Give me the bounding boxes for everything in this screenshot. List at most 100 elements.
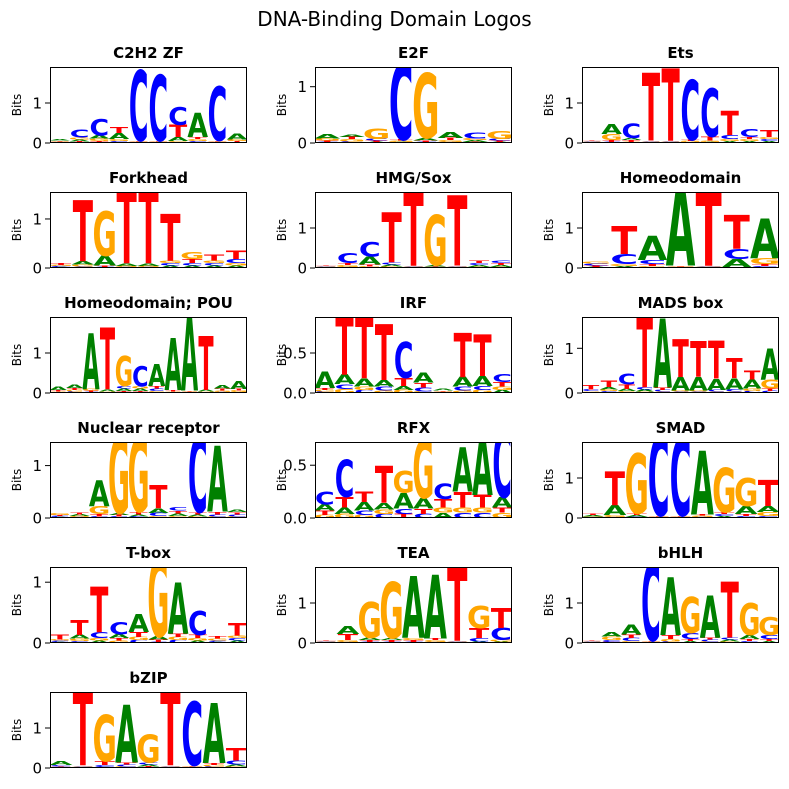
logo-letter-c: C xyxy=(473,511,493,519)
logo-letter-c: C xyxy=(618,370,636,388)
logo-letter-t: T xyxy=(335,299,353,394)
y-tick-label: 0.0 xyxy=(283,385,307,403)
logo-letter-a: A xyxy=(424,558,447,660)
logo-letter-a: A xyxy=(599,387,619,391)
panel-title: Ets xyxy=(667,44,693,62)
logo-letter-t: T xyxy=(169,633,187,638)
y-tick-label: 1 xyxy=(297,595,307,613)
logo-letter-a: A xyxy=(165,325,182,407)
logo-letter-c: C xyxy=(50,516,70,518)
y-tick-label: 0.0 xyxy=(283,510,307,528)
logo-letter-t: T xyxy=(439,137,463,141)
logo-letter-g: G xyxy=(49,639,71,641)
logo-letter-a: A xyxy=(336,624,360,637)
logo-letter-a: A xyxy=(680,641,701,644)
logo-letter-a: A xyxy=(492,389,513,394)
logo-letter-c: C xyxy=(227,638,247,642)
panel-title: Forkhead xyxy=(109,169,188,187)
logo-letter-g: G xyxy=(393,389,415,394)
logo-letter-g: G xyxy=(393,466,415,500)
logo-letter-g: G xyxy=(423,203,447,282)
logo-letter-c: C xyxy=(340,141,365,144)
logo-letter-g: G xyxy=(180,391,198,392)
logo-letter-c: C xyxy=(582,641,602,642)
logo-letter-t: T xyxy=(681,639,699,642)
logo-letter-t: T xyxy=(701,135,720,142)
y-axis-label: Bits xyxy=(10,469,24,492)
logo-letter-a: A xyxy=(761,341,780,390)
logo-letter-c: C xyxy=(89,115,109,141)
logo-letter-a: A xyxy=(197,389,215,392)
logo-letter-t: T xyxy=(740,639,758,642)
logo-letter-a: A xyxy=(581,515,605,517)
logo-letter-c: C xyxy=(759,634,779,641)
logo-letter-g: G xyxy=(314,265,338,266)
logo-letter-t: T xyxy=(231,389,246,392)
logo-letter-c: C xyxy=(453,511,473,519)
logo-letter-a: A xyxy=(115,690,138,783)
logo-letter-g: G xyxy=(379,266,403,269)
logo-letter-t: T xyxy=(601,379,618,389)
logo-letter-a: A xyxy=(490,641,514,644)
logo-letter-g: G xyxy=(620,641,642,644)
logo-letter-a: A xyxy=(334,372,356,388)
logo-letter-c: C xyxy=(636,387,654,391)
panel-title: MADS box xyxy=(638,294,724,312)
panel-title: SMAD xyxy=(656,419,706,437)
logo-letter-t: T xyxy=(708,330,725,392)
logo-letter-t: T xyxy=(491,263,512,266)
logo-letter-t: T xyxy=(627,513,648,516)
y-tick-label: 0 xyxy=(32,635,42,653)
logo-letter-c: C xyxy=(159,766,181,767)
logo-letter-c: C xyxy=(109,141,129,144)
logo-letter-g: G xyxy=(712,457,736,527)
logo-letter-c: C xyxy=(335,449,355,509)
y-tick-label: 0 xyxy=(297,260,307,278)
logo-letter-g: G xyxy=(213,390,231,392)
logo-letter-g: G xyxy=(164,391,182,392)
logo-letter-c: C xyxy=(181,262,203,266)
logo-letter-g: G xyxy=(734,471,758,516)
logo-letter-g: G xyxy=(617,391,637,394)
logo-letter-c: C xyxy=(337,251,359,266)
logo-letter-g: G xyxy=(401,638,425,641)
logo-letter-a: A xyxy=(99,389,117,392)
plot-frame xyxy=(582,67,779,143)
logo-letter-g: G xyxy=(461,138,488,141)
logo-letter-t: T xyxy=(583,640,601,641)
y-axis-label: Bits xyxy=(542,469,556,492)
logo-letter-c: C xyxy=(751,266,779,269)
logo-letter-g: G xyxy=(491,511,513,519)
logo-letter-c: C xyxy=(116,386,132,390)
logo-letter-g: G xyxy=(69,516,91,518)
plot-frame xyxy=(50,692,247,768)
logo-letter-c: C xyxy=(394,507,414,515)
y-tick-label: 1 xyxy=(564,595,574,613)
logo-letter-t: T xyxy=(198,321,213,408)
logo-letter-a: A xyxy=(69,514,90,516)
logo-letter-g: G xyxy=(128,420,150,536)
logo-letter-t: T xyxy=(130,140,148,141)
logo-letter-a: A xyxy=(433,389,454,392)
y-tick-label: 1 xyxy=(564,220,574,238)
logo-letter-g: G xyxy=(69,137,91,140)
logo-letter-t: T xyxy=(672,328,689,390)
logo-letter-t: T xyxy=(355,299,373,400)
logo-letter-t: T xyxy=(692,514,713,516)
logo-letter-g: G xyxy=(358,266,382,269)
logo-letter-t: T xyxy=(73,184,93,281)
logo-letter-t: T xyxy=(488,140,511,142)
logo-letter-a: A xyxy=(393,488,414,514)
logo-letter-g: G xyxy=(432,506,454,514)
logo-letter-a: A xyxy=(148,507,169,514)
logo-letter-c: C xyxy=(227,514,247,517)
logo-letter-g: G xyxy=(226,635,248,639)
logo-letter-c: C xyxy=(735,515,757,518)
logo-letter-c: C xyxy=(315,641,337,642)
